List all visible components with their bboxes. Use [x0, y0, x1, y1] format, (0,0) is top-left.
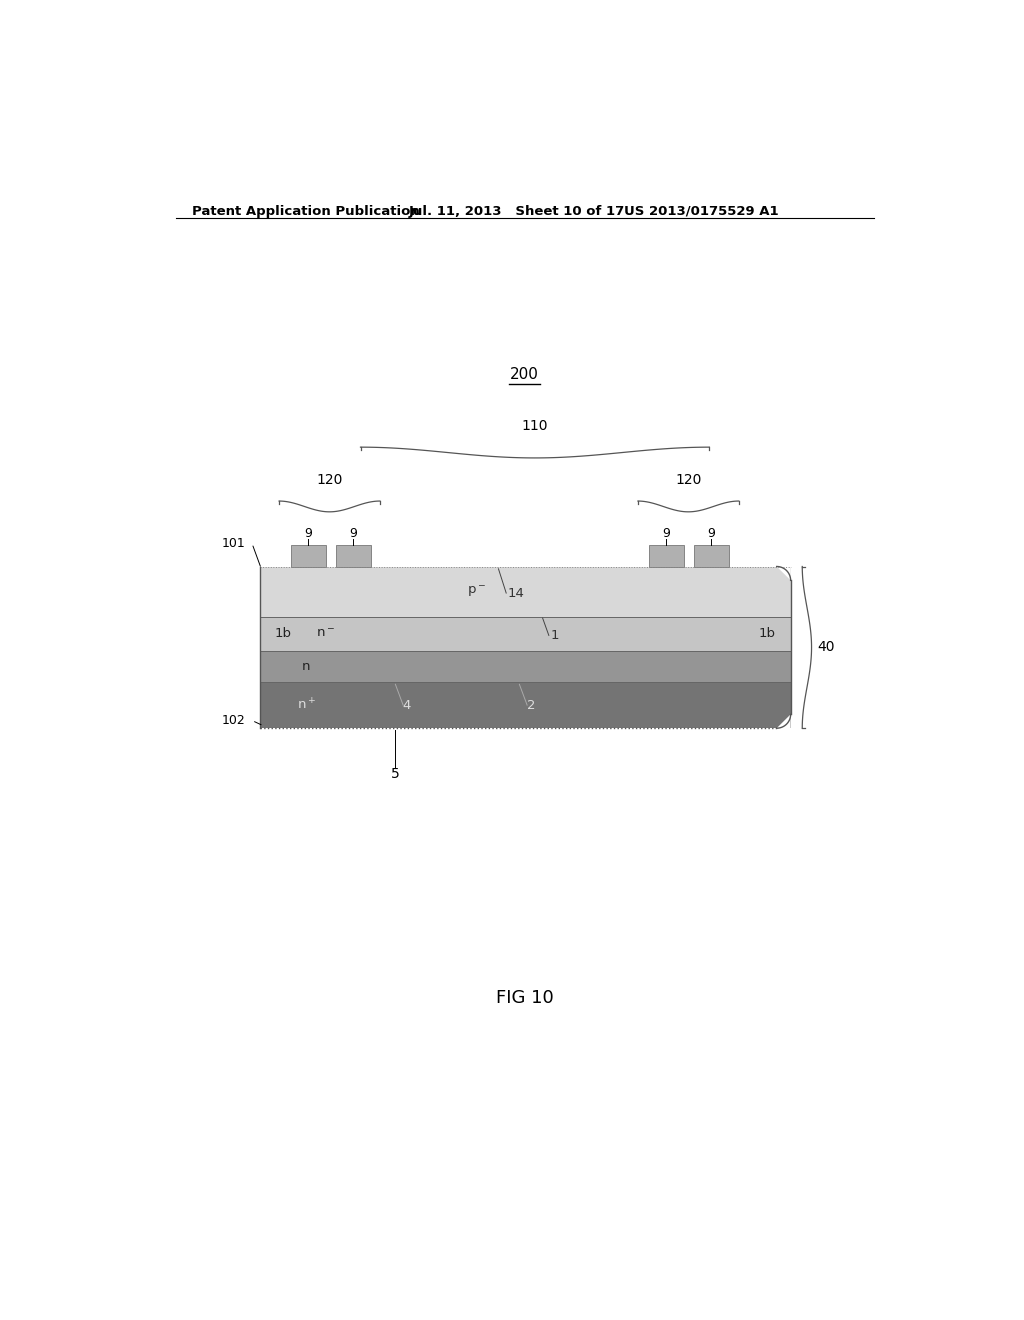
Bar	[693, 545, 729, 566]
Text: n: n	[302, 660, 310, 673]
Polygon shape	[776, 714, 791, 729]
Text: 40: 40	[818, 640, 836, 655]
Text: 9: 9	[304, 527, 312, 540]
Text: 9: 9	[708, 527, 715, 540]
Text: 101: 101	[222, 537, 246, 550]
Text: 1b: 1b	[759, 627, 776, 640]
Text: 1: 1	[550, 628, 559, 642]
Bar	[260, 682, 791, 729]
Text: 1b: 1b	[274, 627, 292, 640]
Text: Jul. 11, 2013   Sheet 10 of 17: Jul. 11, 2013 Sheet 10 of 17	[409, 205, 625, 218]
Text: US 2013/0175529 A1: US 2013/0175529 A1	[624, 205, 778, 218]
Text: 120: 120	[675, 473, 701, 487]
Text: p$^-$: p$^-$	[467, 583, 486, 599]
Text: Patent Application Publication: Patent Application Publication	[191, 205, 419, 218]
Polygon shape	[776, 566, 791, 581]
Text: 200: 200	[510, 367, 540, 381]
Text: FIG 10: FIG 10	[496, 989, 554, 1007]
Text: 110: 110	[521, 420, 548, 433]
Bar	[260, 566, 791, 616]
Text: 4: 4	[402, 698, 412, 711]
Text: 9: 9	[349, 527, 357, 540]
Text: 2: 2	[526, 698, 536, 711]
Bar	[260, 616, 791, 651]
Text: n$^-$: n$^-$	[316, 627, 335, 640]
Text: 9: 9	[663, 527, 670, 540]
Bar	[291, 545, 326, 566]
Text: n$^+$: n$^+$	[297, 697, 315, 713]
Bar	[260, 651, 791, 682]
Text: 120: 120	[316, 473, 343, 487]
Text: 5: 5	[391, 767, 399, 781]
Text: 14: 14	[508, 586, 524, 599]
Bar	[649, 545, 684, 566]
Bar	[336, 545, 371, 566]
Text: 102: 102	[222, 714, 246, 727]
